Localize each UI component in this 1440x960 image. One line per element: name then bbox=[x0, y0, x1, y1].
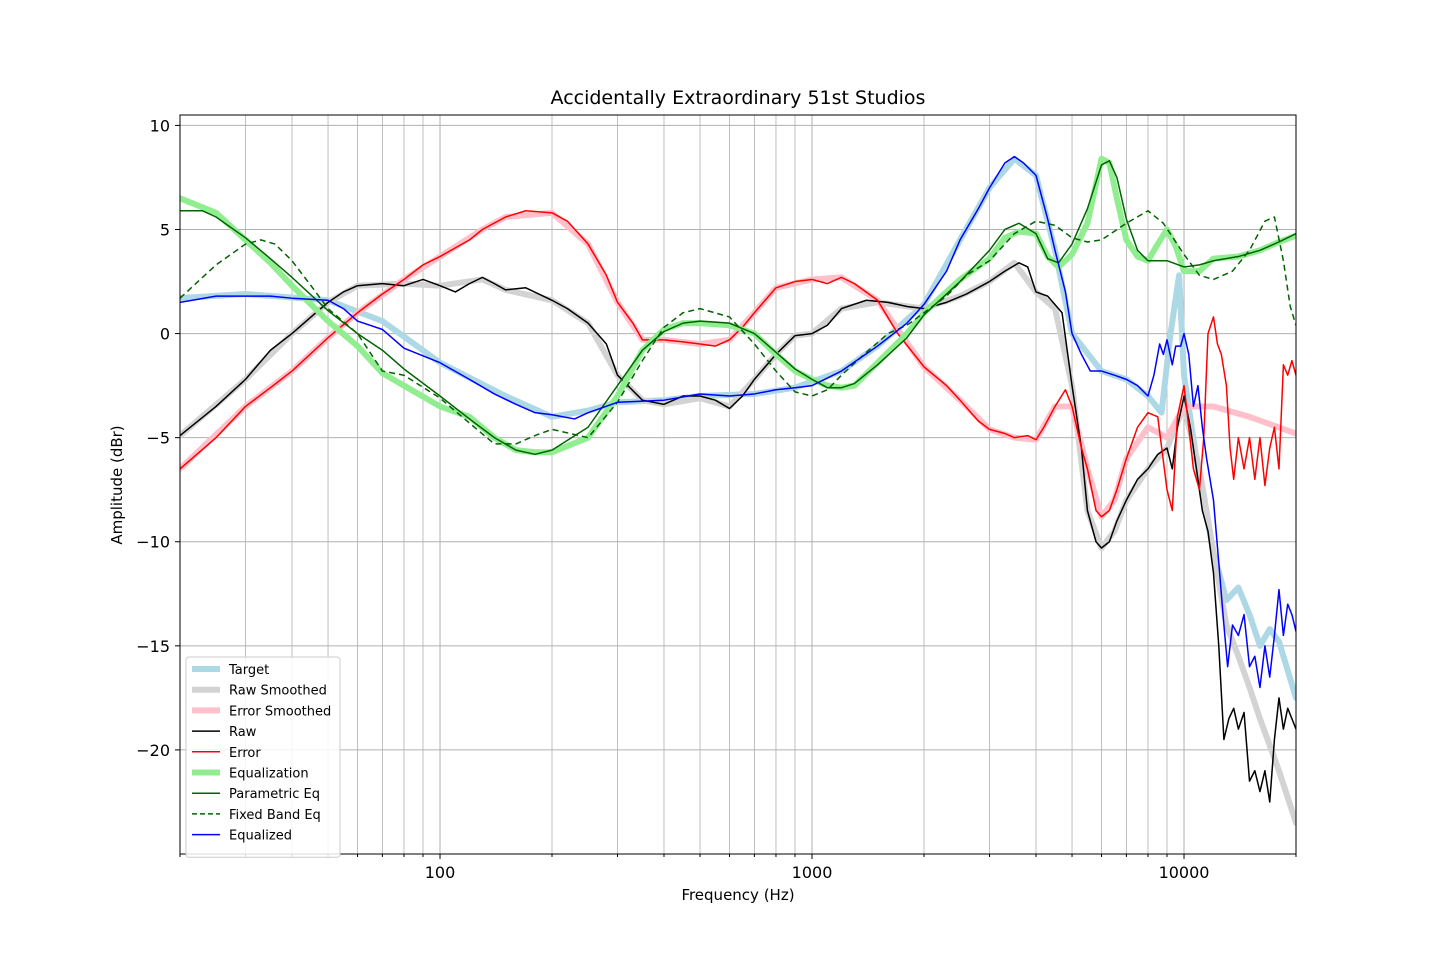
plot-frame bbox=[179, 114, 1297, 855]
x-tick-label: 1000 bbox=[792, 863, 833, 882]
x-tick-label: 10000 bbox=[1159, 863, 1210, 882]
y-tick-label: −10 bbox=[136, 533, 170, 552]
axis-tick-labels: 10 5 0 −5 −10 −15 −20 100 1000 10000 bbox=[136, 116, 1209, 882]
y-tick-label: −5 bbox=[146, 429, 170, 448]
legend-label: Error Smoothed bbox=[229, 704, 331, 719]
y-tick-label: 5 bbox=[160, 220, 170, 239]
legend-box bbox=[185, 656, 341, 858]
series-line-parametric-eq bbox=[180, 160, 1296, 456]
y-tick-label: 10 bbox=[150, 116, 170, 135]
legend-label: Raw Smoothed bbox=[229, 684, 327, 699]
series-layer bbox=[180, 155, 1296, 826]
axis-ticks bbox=[175, 124, 1297, 859]
series-line-equalization bbox=[180, 155, 1296, 456]
chart-title: Accidentally Extraordinary 51st Studios bbox=[551, 87, 926, 109]
x-tick-label: 100 bbox=[425, 863, 456, 882]
legend: Target Raw Smoothed Error Smoothed Raw Error… bbox=[185, 656, 341, 858]
legend-label: Equalization bbox=[229, 767, 309, 782]
legend-label: Error bbox=[229, 746, 261, 761]
series-line-equalized bbox=[180, 155, 1296, 689]
y-tick-label: −15 bbox=[136, 637, 170, 656]
legend-label: Fixed Band Eq bbox=[229, 808, 321, 823]
legend-label: Target bbox=[228, 663, 269, 678]
y-axis-label: Amplitude (dBr) bbox=[108, 425, 126, 544]
legend-label: Equalized bbox=[229, 829, 292, 844]
legend-label: Raw bbox=[229, 725, 257, 740]
series-line-raw bbox=[180, 262, 1296, 803]
series-line-fixed-band-eq bbox=[180, 210, 1296, 445]
legend-label: Parametric Eq bbox=[229, 787, 320, 802]
y-tick-label: 0 bbox=[160, 325, 170, 344]
series-line-error bbox=[180, 210, 1296, 518]
x-axis-label: Frequency (Hz) bbox=[681, 886, 794, 904]
y-tick-label: −20 bbox=[136, 741, 170, 760]
series-line-error-smoothed bbox=[180, 209, 1296, 520]
series-line-raw-smoothed bbox=[180, 259, 1296, 826]
